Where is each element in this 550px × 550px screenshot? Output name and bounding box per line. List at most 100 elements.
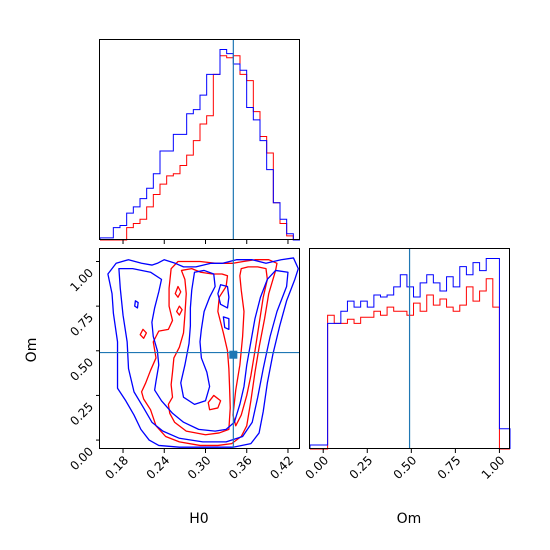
h0-hist-bin-red-21 — [240, 74, 247, 240]
h0-hist-bin-red-10 — [167, 176, 174, 240]
h0-hist-bin-blue-24 — [260, 141, 267, 240]
om-hist-bin-blue-14 — [407, 287, 414, 449]
om-hist-bin-blue-2 — [328, 323, 335, 449]
om-hist-bin-red-23 — [466, 287, 473, 449]
om-hist-bin-red-20 — [447, 307, 454, 449]
contour-ytick-label-2: 0.50 — [67, 355, 96, 384]
h0-hist-bin-red-11 — [173, 174, 180, 240]
h0-hist-bin-blue-7 — [147, 188, 154, 240]
h0-hist-series-blue — [99, 49, 300, 241]
contour-xtick-label-2: 0.30 — [185, 453, 214, 482]
h0-hist-bin-blue-25 — [267, 170, 274, 240]
om-hist-bin-blue-16 — [420, 283, 427, 449]
om-hist-xtick-label-0: 0.00 — [303, 453, 332, 482]
h0-hist-bin-red-13 — [187, 155, 194, 240]
h0-hist-bin-blue-22 — [247, 107, 254, 240]
om-hist-bin-red-26 — [486, 279, 493, 449]
contour-red-1 — [167, 267, 231, 436]
om-hist-bin-blue-5 — [347, 301, 354, 449]
h0-hist-bin-red-25 — [267, 153, 274, 240]
om-hist-bin-red-8 — [367, 317, 374, 449]
h0-hist-bin-red-27 — [280, 223, 287, 240]
h0-hist-bin-red-9 — [160, 184, 167, 240]
om-hist-bin-blue-4 — [341, 311, 348, 449]
om-hist-bin-red-19 — [440, 299, 447, 449]
h0-hist-bin-red-6 — [140, 219, 147, 240]
om-hist-bin-blue-24 — [473, 263, 480, 449]
h0-hist-bin-red-18 — [220, 56, 227, 240]
om-hist-bin-red-22 — [460, 305, 467, 449]
om-hist-xtick-label-3: 0.75 — [435, 453, 464, 482]
om-hist-bin-red-17 — [427, 295, 434, 449]
h0-hist-bin-red-24 — [260, 136, 267, 240]
om-hist-step-red — [310, 278, 510, 450]
om-hist-bin-blue-19 — [440, 291, 447, 449]
h0-hist-bin-red-20 — [233, 56, 240, 240]
om-hist-bin-red-16 — [420, 311, 427, 449]
om-hist-xtick-label-2: 0.50 — [391, 453, 420, 482]
om-hist-bin-blue-25 — [480, 271, 487, 449]
om-hist-bin-blue-27 — [493, 259, 500, 449]
h0-hist-bin-blue-18 — [220, 50, 227, 240]
contour-blue-12 — [134, 300, 139, 309]
contour-blue-7 — [107, 257, 299, 448]
om-hist-bin-blue-11 — [387, 295, 394, 449]
contour-ytick-label-3: 0.75 — [67, 310, 96, 339]
h0-hist-bin-red-22 — [247, 81, 254, 240]
om-hist-bin-blue-22 — [460, 267, 467, 449]
h0-hist-bin-red-17 — [213, 74, 220, 240]
om-hist-bin-red-12 — [394, 311, 401, 449]
contour-red-0 — [140, 259, 278, 447]
y-axis-label-om: Om — [24, 338, 40, 363]
om-hist-bin-blue-8 — [367, 307, 374, 449]
om-hist-series-blue — [309, 258, 511, 449]
om-histogram-xticks: 0.00 0.25 0.50 0.75 1.00 — [303, 449, 508, 482]
om-hist-bin-blue-18 — [433, 283, 440, 449]
h0-hist-bin-blue-13 — [187, 114, 194, 240]
om-hist-xtick-label-4: 1.00 — [479, 453, 508, 482]
om-hist-bin-red-5 — [347, 319, 354, 449]
om-hist-bin-blue-17 — [427, 275, 434, 449]
h0-hist-bin-blue-23 — [253, 120, 260, 240]
om-hist-series-red — [310, 278, 510, 450]
h0-hist-series-red — [100, 55, 300, 241]
om-hist-bin-blue-3 — [334, 323, 341, 449]
contour-red-6 — [207, 394, 222, 411]
h0-hist-bin-red-4 — [127, 228, 134, 240]
om-hist-bin-red-25 — [480, 291, 487, 449]
x-axis-label-om: Om — [397, 511, 422, 527]
om-hist-bin-blue-9 — [374, 295, 381, 449]
contour-xtick-label-3: 0.36 — [226, 453, 255, 482]
om-hist-bin-red-10 — [380, 315, 387, 449]
contour-red-4 — [175, 305, 183, 316]
contour-blue-11 — [222, 316, 230, 331]
h0-hist-bin-red-15 — [200, 124, 207, 240]
h0-hist-bin-red-8 — [153, 194, 160, 240]
om-hist-bin-blue-20 — [447, 277, 454, 449]
h0-hist-step-blue — [99, 49, 300, 241]
h0-histogram-plot — [99, 40, 300, 241]
om-hist-bin-red-4 — [341, 323, 348, 449]
h0-hist-bin-blue-17 — [213, 74, 220, 240]
h0-hist-step-red — [100, 55, 300, 241]
contour-red-5 — [174, 285, 182, 298]
h0-hist-bin-blue-11 — [173, 134, 180, 240]
contour-frame — [99, 248, 300, 449]
om-hist-bin-red-18 — [433, 305, 440, 449]
om-hist-bin-blue-28 — [499, 429, 506, 449]
om-hist-bin-red-6 — [354, 323, 361, 449]
om-hist-bin-red-24 — [473, 301, 480, 449]
om-hist-bin-red-15 — [414, 303, 421, 449]
h0-hist-bin-blue-8 — [153, 174, 160, 240]
om-hist-bin-red-27 — [493, 307, 500, 449]
h0-hist-bin-red-5 — [133, 223, 140, 240]
h0-histogram-xticks — [122, 240, 289, 244]
om-histogram-plot — [309, 249, 511, 450]
h0-hist-bin-red-14 — [193, 141, 200, 240]
contour-ytick-label-0: 0.00 — [67, 444, 96, 473]
h0-hist-bin-blue-12 — [180, 134, 187, 240]
om-histogram-panel: 0.00 0.25 0.50 0.75 1.00 Om — [303, 248, 511, 527]
contour-xtick-label-0: 0.18 — [102, 453, 131, 482]
h0-hist-bin-blue-2 — [113, 228, 120, 240]
